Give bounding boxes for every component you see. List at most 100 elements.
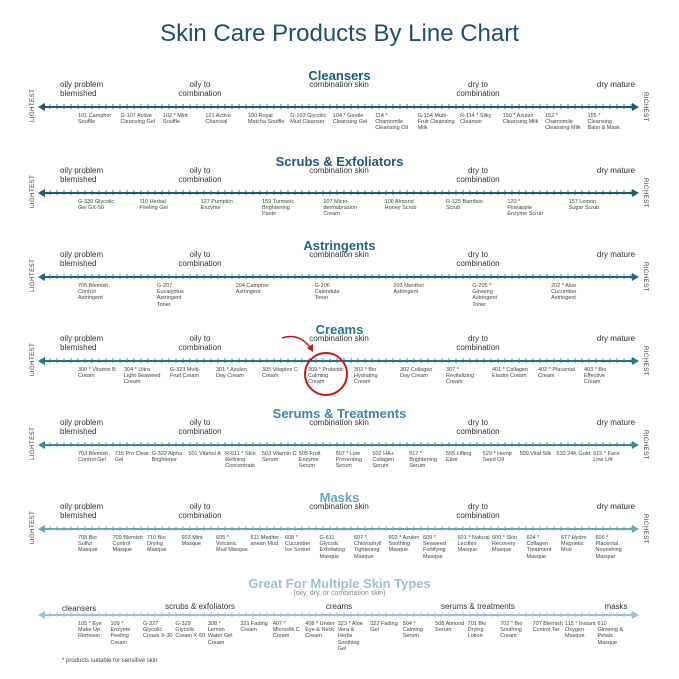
tick-marks bbox=[49, 612, 632, 617]
product-label: 307 * Revitalizing Cream bbox=[446, 367, 475, 386]
product-label: 600 * Skin Recovery Masque bbox=[492, 535, 518, 554]
product-label: 517 * Brightening Serum bbox=[409, 451, 438, 470]
section-title: Cleansers bbox=[308, 68, 371, 83]
section-scrubs-exfoliators: Scrubs & Exfoliators oily problem blemish… bbox=[0, 154, 679, 238]
product-label: 401 * Collagen Elastin Cream bbox=[492, 367, 529, 380]
category-label: oily problem blemished bbox=[60, 502, 104, 520]
section-serums-treatments: Serums & Treatments oily problem blemishe… bbox=[0, 406, 679, 490]
product-label: 102 * Mint Souffle bbox=[162, 113, 188, 126]
section-title: Creams bbox=[315, 322, 364, 337]
product-label: 408 * Under Eye & Neck Cream bbox=[305, 621, 335, 640]
product-label: 403 * Bio Effective Cream bbox=[584, 367, 607, 386]
arrow-left-icon bbox=[38, 524, 45, 533]
category-label: oily to combination bbox=[178, 418, 222, 436]
category-label: oily problem blemished bbox=[60, 80, 104, 98]
section-title: Great For Multiple Skin Types bbox=[248, 576, 431, 591]
product-label: R-114 * Silky Cleanser bbox=[460, 113, 492, 126]
page-title: Skin Care Products By Line Chart bbox=[160, 20, 519, 47]
product-label: 120 * Pineapple Enzyme Scrub bbox=[507, 199, 544, 218]
product-label: G-206 Calendula Toner bbox=[314, 283, 340, 302]
arrow-right-icon bbox=[632, 610, 639, 619]
tick-marks bbox=[49, 526, 632, 531]
product-label: 155 * Cleansing Balm & Mask bbox=[587, 113, 620, 132]
arrow-right-icon bbox=[632, 356, 639, 365]
product-label: G-329 Glycolic Cream X-50 bbox=[175, 621, 206, 640]
category-label: dry to combination bbox=[456, 334, 500, 352]
section-title: Astringents bbox=[303, 238, 376, 253]
product-label: 504 * Calming Serum bbox=[402, 621, 423, 640]
product-label: 304 * Ultra Light Seaweed Cream bbox=[124, 367, 161, 386]
product-label: 202 * Aloe Cucumber Astringent bbox=[551, 283, 577, 302]
category-label: dry to combination bbox=[456, 418, 500, 436]
arrow-left-icon bbox=[38, 188, 45, 197]
product-label: 705 Blemish Control Astringent bbox=[78, 283, 109, 302]
product-label: G-154 Multi-Fruit Cleansing Milk bbox=[417, 113, 455, 132]
product-label: 703 Blemish Control Gel bbox=[78, 451, 109, 464]
arrow-right-icon bbox=[632, 524, 639, 533]
product-label: G-205 * Ginseng Astringent Toner bbox=[472, 283, 498, 308]
category-label: dry to combination bbox=[456, 80, 500, 98]
product-label: 608 * Cucumber Ice Sorbet bbox=[285, 535, 311, 554]
category-label: combination skin bbox=[309, 250, 369, 259]
product-label: 105 * Eye Make Up Remover bbox=[78, 621, 102, 640]
product-label: 301 * Azulen Day Cream bbox=[216, 367, 247, 380]
product-label: 402 * Placental Cream bbox=[538, 367, 575, 380]
highlight-circle bbox=[304, 352, 348, 396]
category-label: combination skin bbox=[309, 166, 369, 175]
product-label: G-103 Glycolic Mud Cleanser bbox=[290, 113, 327, 126]
category-label: oily to combination bbox=[178, 166, 222, 184]
axis-line bbox=[44, 444, 632, 446]
category-label: serums & treatments bbox=[441, 602, 515, 611]
product-label: R-511 * Skin Refining Concentrate bbox=[225, 451, 256, 470]
axis-line bbox=[44, 106, 632, 108]
product-label: 104 * Gentle Cleansing Gel bbox=[332, 113, 368, 126]
product-label: 110 Herbal Peeling Gel bbox=[139, 199, 168, 212]
section-astringents: Astringents oily problem blemished oily to… bbox=[0, 238, 679, 322]
product-label: 505 Fruit Enzyme Serum bbox=[298, 451, 321, 470]
arrow-left-icon bbox=[38, 272, 45, 281]
category-label: combination skin bbox=[309, 80, 369, 89]
arrow-right-icon bbox=[632, 272, 639, 281]
product-label: 529 * Hemp Seed Oil bbox=[482, 451, 512, 464]
tick-marks bbox=[49, 190, 632, 195]
arrow-left-icon bbox=[38, 356, 45, 365]
product-label: 150 * Azulen Cleansing Milk bbox=[502, 113, 539, 126]
product-label: 121 Active Charcoal bbox=[205, 113, 231, 126]
product-label: G-322 Alpha Brightener bbox=[151, 451, 183, 464]
product-label: 114 * Chamomile Cleansing Oil bbox=[375, 113, 408, 132]
product-label: 701 Bio Drying Lotion bbox=[467, 621, 487, 640]
product-label: 502 HA+ Collagen Serum bbox=[372, 451, 395, 470]
product-label: 203 Menthol Astringent bbox=[393, 283, 424, 296]
arrow-left-icon bbox=[38, 102, 45, 111]
product-label: 601 * Natural Lecithin Masque bbox=[457, 535, 490, 554]
product-label: 610 Ginseng & Petals Masque bbox=[597, 621, 624, 646]
axis-line bbox=[44, 192, 632, 194]
product-label: 302 Collagen Day Cream bbox=[400, 367, 433, 380]
section-title: Scrubs & Exfoliators bbox=[275, 154, 404, 169]
product-label: 152 * Chamomile Cleansing Milk bbox=[545, 113, 581, 132]
product-label: 709 Blemish Control Masque bbox=[112, 535, 143, 554]
category-label: oily problem blemished bbox=[60, 250, 104, 268]
category-label: dry to combination bbox=[456, 166, 500, 184]
section-great-for-multiple-skin-types: Great For Multiple Skin Types (oily, dry,… bbox=[0, 576, 679, 660]
section-title: Serums & Treatments bbox=[272, 406, 407, 421]
category-label: cleansers bbox=[62, 604, 97, 613]
product-label: 606 * Placental Nourishing Masque bbox=[595, 535, 622, 560]
category-label: dry mature bbox=[596, 334, 636, 343]
product-label: G-323 Multi-Fruit Cream bbox=[170, 367, 201, 380]
arrow-left-icon bbox=[38, 610, 45, 619]
product-label: 515 * Face Line Lift bbox=[593, 451, 620, 464]
product-label: 127 Pumpkin Enzyme bbox=[200, 199, 233, 212]
tick-marks bbox=[49, 442, 632, 447]
axis-line bbox=[44, 614, 632, 616]
product-label: 204 Camphor Astringent bbox=[235, 283, 270, 296]
product-label: 321 Fading Cream bbox=[240, 621, 268, 634]
arrow-right-icon bbox=[632, 440, 639, 449]
product-label: 510 24K Gold bbox=[556, 451, 591, 457]
category-label: creams bbox=[325, 602, 353, 611]
product-label: G-207 Eucalyptus Astringent Toner bbox=[156, 283, 184, 308]
product-label: 308 * Lemon Water Gel Cream bbox=[207, 621, 233, 646]
category-label: dry mature bbox=[596, 250, 636, 259]
section-masks: Masks oily problem blemished oily to combi… bbox=[0, 490, 679, 574]
category-label: oily to combination bbox=[178, 80, 222, 98]
